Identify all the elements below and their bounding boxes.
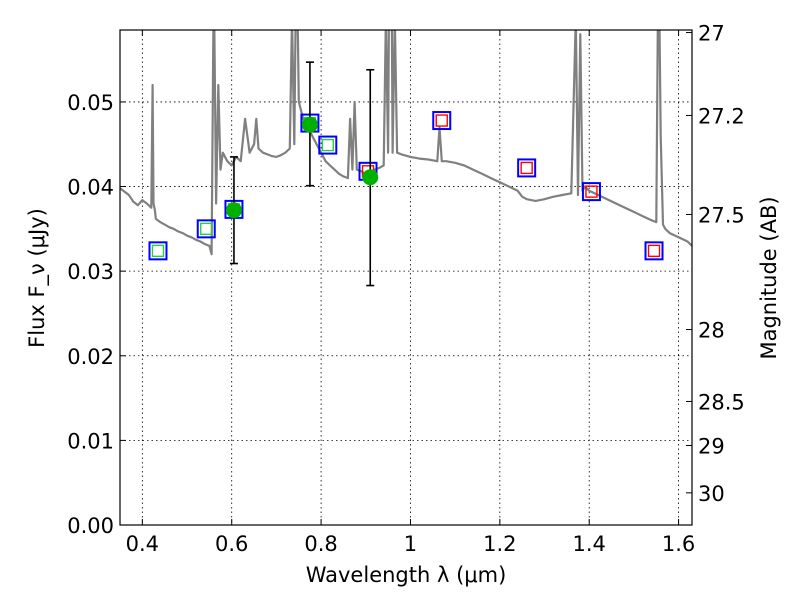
observed-point [301, 116, 318, 133]
x-axis-label: Wavelength λ (μm) [306, 563, 507, 587]
model-photometry-box-inner [200, 222, 213, 236]
x-tick-label: 1.6 [662, 532, 695, 556]
model-photometry-box-inner [585, 185, 598, 198]
model-photometry-box [517, 158, 537, 178]
model-photometry-boxes [148, 111, 664, 261]
y-tick-label: 0.04 [67, 176, 114, 200]
y2-tick-label: 29 [698, 434, 725, 458]
y2-axis-label: Magnitude (AB) [757, 196, 781, 359]
y-axis-ticks: 0.00 0.01 0.02 0.03 0.04 0.05 [67, 91, 126, 538]
y2-tick-label: 28.5 [698, 390, 745, 414]
model-photometry-box-inner [647, 244, 661, 258]
y-tick-label: 0.05 [67, 91, 114, 115]
observed-point [362, 169, 379, 186]
model-photometry-box-inner [151, 244, 165, 258]
model-photometry-box [432, 111, 452, 131]
y-tick-label: 0.02 [67, 345, 114, 369]
y2-axis-ticks: 27 27.2 27.5 28 28.5 29 30 [686, 22, 745, 506]
y2-tick-label: 27.5 [698, 203, 745, 227]
y2-tick-label: 27.2 [698, 104, 745, 128]
x-tick-label: 0.6 [215, 532, 248, 556]
observed-points [225, 61, 379, 287]
x-tick-label: 0.4 [126, 532, 159, 556]
y-tick-label: 0.03 [67, 260, 114, 284]
model-photometry-box-inner [321, 138, 334, 152]
model-photometry-box [644, 241, 664, 261]
y2-tick-label: 30 [698, 482, 725, 506]
y2-tick-label: 27 [698, 22, 725, 46]
y2-tick-label: 28 [698, 319, 725, 343]
model-photometry-box [318, 135, 338, 155]
y-tick-label: 0.01 [67, 429, 114, 453]
x-tick-label: 1.2 [483, 532, 516, 556]
plot-frame [119, 29, 693, 526]
y-axis-label: Flux F_ν (μJy) [25, 208, 50, 348]
model-photometry-box-inner [435, 114, 448, 127]
grid-lines [120, 30, 692, 526]
model-sed-line [120, 30, 692, 256]
model-photometry-box [581, 182, 601, 202]
x-axis-ticks: 0.4 0.6 0.8 1 1.2 1.4 1.6 [126, 30, 695, 556]
model-photometry-box [148, 241, 168, 261]
observed-point [225, 202, 242, 219]
y-tick-label: 0.00 [67, 514, 114, 538]
x-tick-label: 1 [404, 532, 417, 556]
model-photometry-box-inner [520, 161, 533, 175]
model-photometry-box [196, 219, 216, 239]
x-tick-label: 0.8 [304, 532, 337, 556]
x-tick-label: 1.4 [573, 532, 606, 556]
